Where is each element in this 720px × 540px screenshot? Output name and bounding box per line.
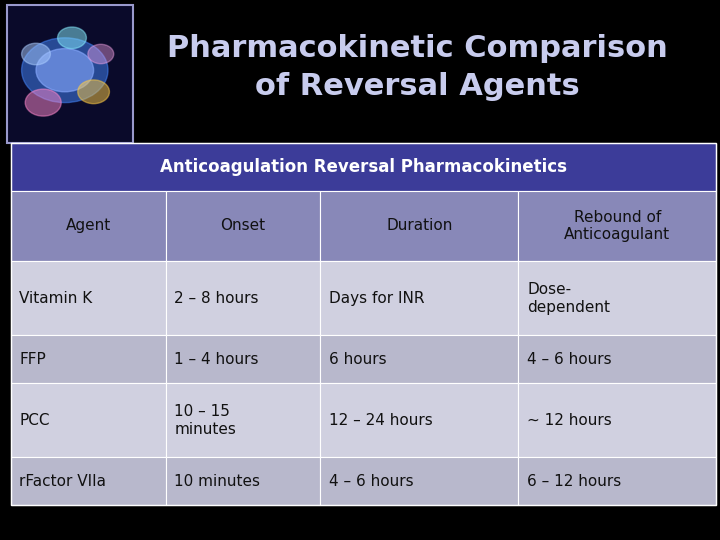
Bar — [11, 143, 716, 191]
Circle shape — [78, 80, 109, 104]
Bar — [166, 457, 320, 505]
Circle shape — [25, 89, 61, 116]
Text: Onset: Onset — [220, 218, 266, 233]
Text: 🧠: 🧠 — [58, 53, 83, 95]
Text: Anticoagulation Reversal Pharmacokinetics: Anticoagulation Reversal Pharmacokinetic… — [160, 158, 567, 176]
Bar — [11, 143, 716, 505]
Bar — [11, 383, 166, 457]
Text: Rebound of
Anticoagulant: Rebound of Anticoagulant — [564, 210, 670, 242]
Bar — [166, 335, 320, 383]
Text: PCC: PCC — [19, 413, 50, 428]
Bar — [320, 383, 518, 457]
Bar — [320, 191, 518, 261]
Circle shape — [22, 38, 108, 103]
Bar — [320, 457, 518, 505]
Text: rFactor VIIa: rFactor VIIa — [19, 474, 107, 489]
Text: Vitamin K: Vitamin K — [19, 291, 93, 306]
Bar — [11, 335, 166, 383]
Text: 12 – 24 hours: 12 – 24 hours — [329, 413, 433, 428]
Text: Agent: Agent — [66, 218, 111, 233]
Bar — [518, 457, 716, 505]
Circle shape — [36, 49, 94, 92]
Text: Dose-
dependent: Dose- dependent — [527, 282, 610, 315]
Bar — [320, 261, 518, 335]
Text: 10 – 15
minutes: 10 – 15 minutes — [174, 403, 236, 437]
Bar — [518, 261, 716, 335]
Bar — [518, 191, 716, 261]
Text: 6 – 12 hours: 6 – 12 hours — [527, 474, 621, 489]
Bar — [166, 261, 320, 335]
Text: Pharmacokinetic Comparison
of Reversal Agents: Pharmacokinetic Comparison of Reversal A… — [167, 35, 668, 100]
Bar — [11, 191, 166, 261]
Bar — [320, 335, 518, 383]
Text: 6 hours: 6 hours — [329, 352, 387, 367]
Text: 4 – 6 hours: 4 – 6 hours — [329, 474, 414, 489]
Text: Days for INR: Days for INR — [329, 291, 425, 306]
Text: ~ 12 hours: ~ 12 hours — [527, 413, 612, 428]
Text: Duration: Duration — [386, 218, 453, 233]
Text: FFP: FFP — [19, 352, 46, 367]
Bar — [11, 457, 166, 505]
Bar — [518, 335, 716, 383]
FancyBboxPatch shape — [7, 5, 133, 143]
Circle shape — [58, 27, 86, 49]
Bar — [518, 383, 716, 457]
Text: 10 minutes: 10 minutes — [174, 474, 260, 489]
Text: 4 – 6 hours: 4 – 6 hours — [527, 352, 612, 367]
Bar — [166, 383, 320, 457]
Text: 1 – 4 hours: 1 – 4 hours — [174, 352, 258, 367]
Bar — [11, 261, 166, 335]
Circle shape — [88, 44, 114, 64]
Text: 2 – 8 hours: 2 – 8 hours — [174, 291, 258, 306]
Circle shape — [22, 43, 50, 65]
Bar — [166, 191, 320, 261]
